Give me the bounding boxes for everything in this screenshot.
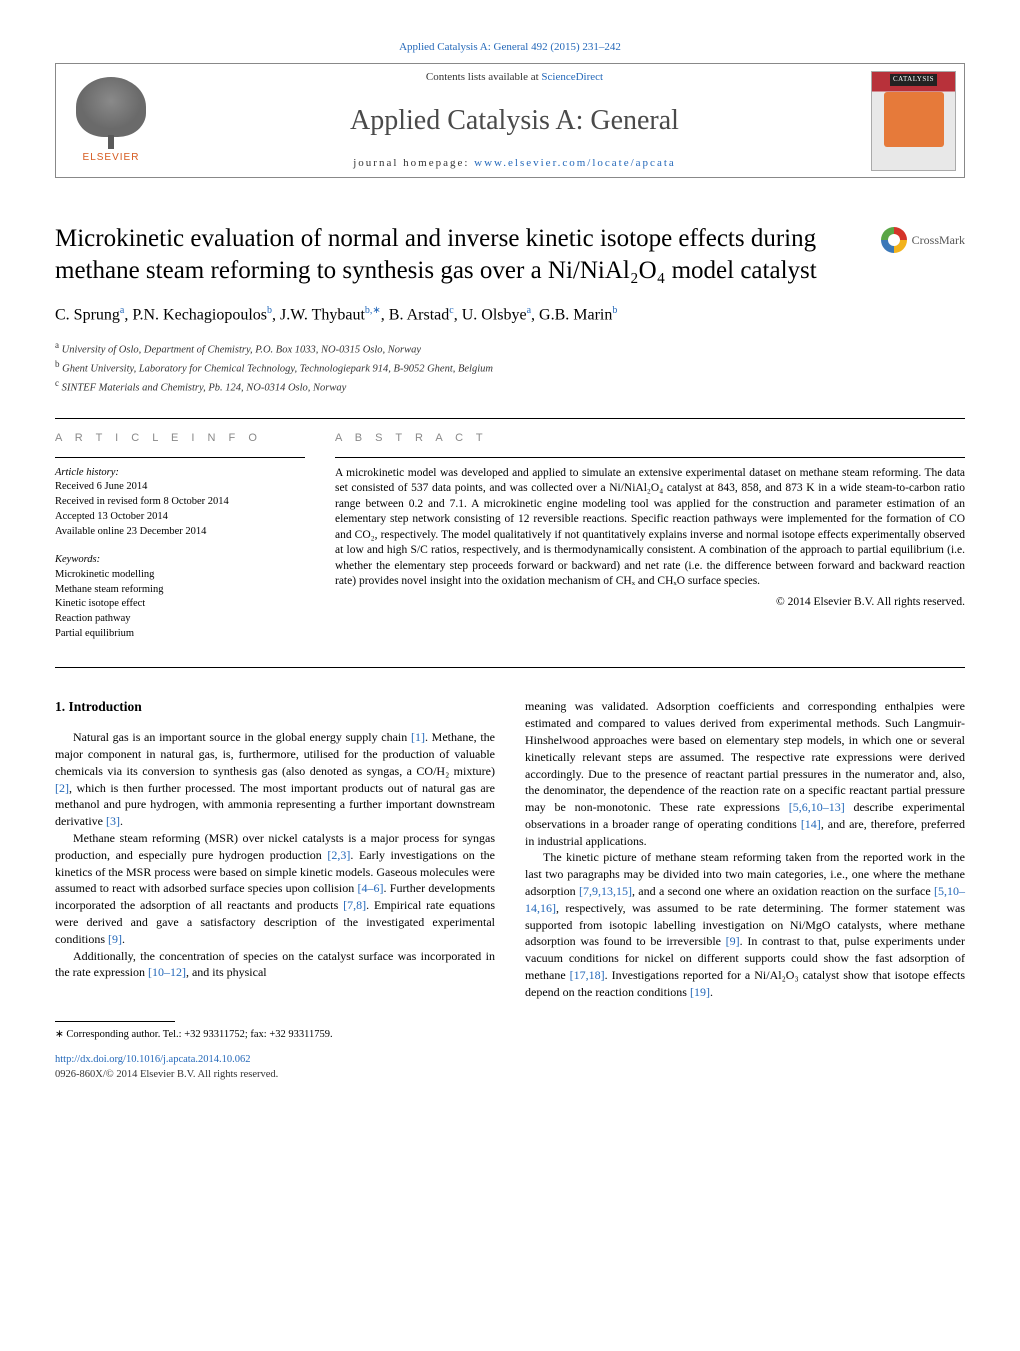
authors-line: C. Sprunga, P.N. Kechagiopoulosb, J.W. T… (55, 304, 965, 327)
introduction-heading: 1. Introduction (55, 698, 495, 717)
body-paragraph: meaning was validated. Adsorption coeffi… (525, 698, 965, 849)
history-line: Received 6 June 2014 (55, 480, 305, 495)
contents-line: Contents lists available at ScienceDirec… (166, 70, 863, 85)
affiliation-line: b Ghent University, Laboratory for Chemi… (55, 358, 965, 377)
homepage-line: journal homepage: www.elsevier.com/locat… (166, 156, 863, 171)
footnote-divider (55, 1021, 175, 1022)
affiliation-line: c SINTEF Materials and Chemistry, Pb. 12… (55, 377, 965, 396)
article-title: Microkinetic evaluation of normal and in… (55, 223, 861, 286)
abstract-text: A microkinetic model was developed and a… (335, 466, 965, 590)
elsevier-logo: ELSEVIER (56, 64, 166, 177)
contents-prefix: Contents lists available at (426, 71, 541, 83)
body-paragraph: Methane steam reforming (MSR) over nicke… (55, 830, 495, 948)
homepage-prefix: journal homepage: (353, 157, 474, 169)
keyword-item: Reaction pathway (55, 612, 305, 627)
crossmark-icon (881, 227, 907, 253)
journal-citation-link[interactable]: Applied Catalysis A: General 492 (2015) … (55, 40, 965, 55)
abstract-copyright: © 2014 Elsevier B.V. All rights reserved… (335, 594, 965, 610)
keyword-item: Microkinetic modelling (55, 568, 305, 583)
homepage-link[interactable]: www.elsevier.com/locate/apcata (474, 157, 676, 169)
journal-name: Applied Catalysis A: General (166, 101, 863, 140)
keywords-label: Keywords: (55, 553, 305, 568)
article-info-heading: A R T I C L E I N F O (55, 431, 305, 446)
crossmark-label: CrossMark (912, 232, 965, 249)
body-paragraph: Additionally, the concentration of speci… (55, 948, 495, 982)
history-line: Accepted 13 October 2014 (55, 510, 305, 525)
divider-line (335, 457, 965, 458)
article-history-label: Article history: (55, 466, 305, 481)
history-line: Available online 23 December 2014 (55, 525, 305, 540)
elsevier-tree-icon (76, 77, 146, 137)
abstract-heading: A B S T R A C T (335, 431, 965, 446)
journal-cover-thumbnail: CATALYSIS (871, 71, 956, 171)
affiliation-line: a University of Oslo, Department of Chem… (55, 339, 965, 358)
left-column: 1. Introduction Natural gas is an import… (55, 698, 495, 1082)
elsevier-label: ELSEVIER (83, 151, 140, 165)
crossmark-badge[interactable]: CrossMark (881, 227, 965, 253)
journal-cover-image (884, 92, 944, 147)
right-column: meaning was validated. Adsorption coeffi… (525, 698, 965, 1082)
doi-link[interactable]: http://dx.doi.org/10.1016/j.apcata.2014.… (55, 1053, 495, 1068)
journal-cover-label: CATALYSIS (890, 74, 937, 86)
affiliations-block: a University of Oslo, Department of Chem… (55, 339, 965, 397)
article-history-block: Article history: Received 6 June 2014Rec… (55, 466, 305, 539)
divider-line (55, 667, 965, 668)
corresponding-author-footnote: ∗ Corresponding author. Tel.: +32 933117… (55, 1028, 495, 1043)
banner-center: Contents lists available at ScienceDirec… (166, 64, 863, 177)
body-paragraph: Natural gas is an important source in th… (55, 729, 495, 830)
copyright-footer: 0926-860X/© 2014 Elsevier B.V. All right… (55, 1068, 495, 1083)
body-paragraph: The kinetic picture of methane steam ref… (525, 849, 965, 1000)
journal-banner: ELSEVIER Contents lists available at Sci… (55, 63, 965, 178)
keyword-item: Methane steam reforming (55, 583, 305, 598)
keywords-block: Keywords: Microkinetic modellingMethane … (55, 553, 305, 641)
sciencedirect-link[interactable]: ScienceDirect (541, 71, 603, 83)
divider-line (55, 457, 305, 458)
history-line: Received in revised form 8 October 2014 (55, 495, 305, 510)
keyword-item: Kinetic isotope effect (55, 597, 305, 612)
keyword-item: Partial equilibrium (55, 627, 305, 642)
